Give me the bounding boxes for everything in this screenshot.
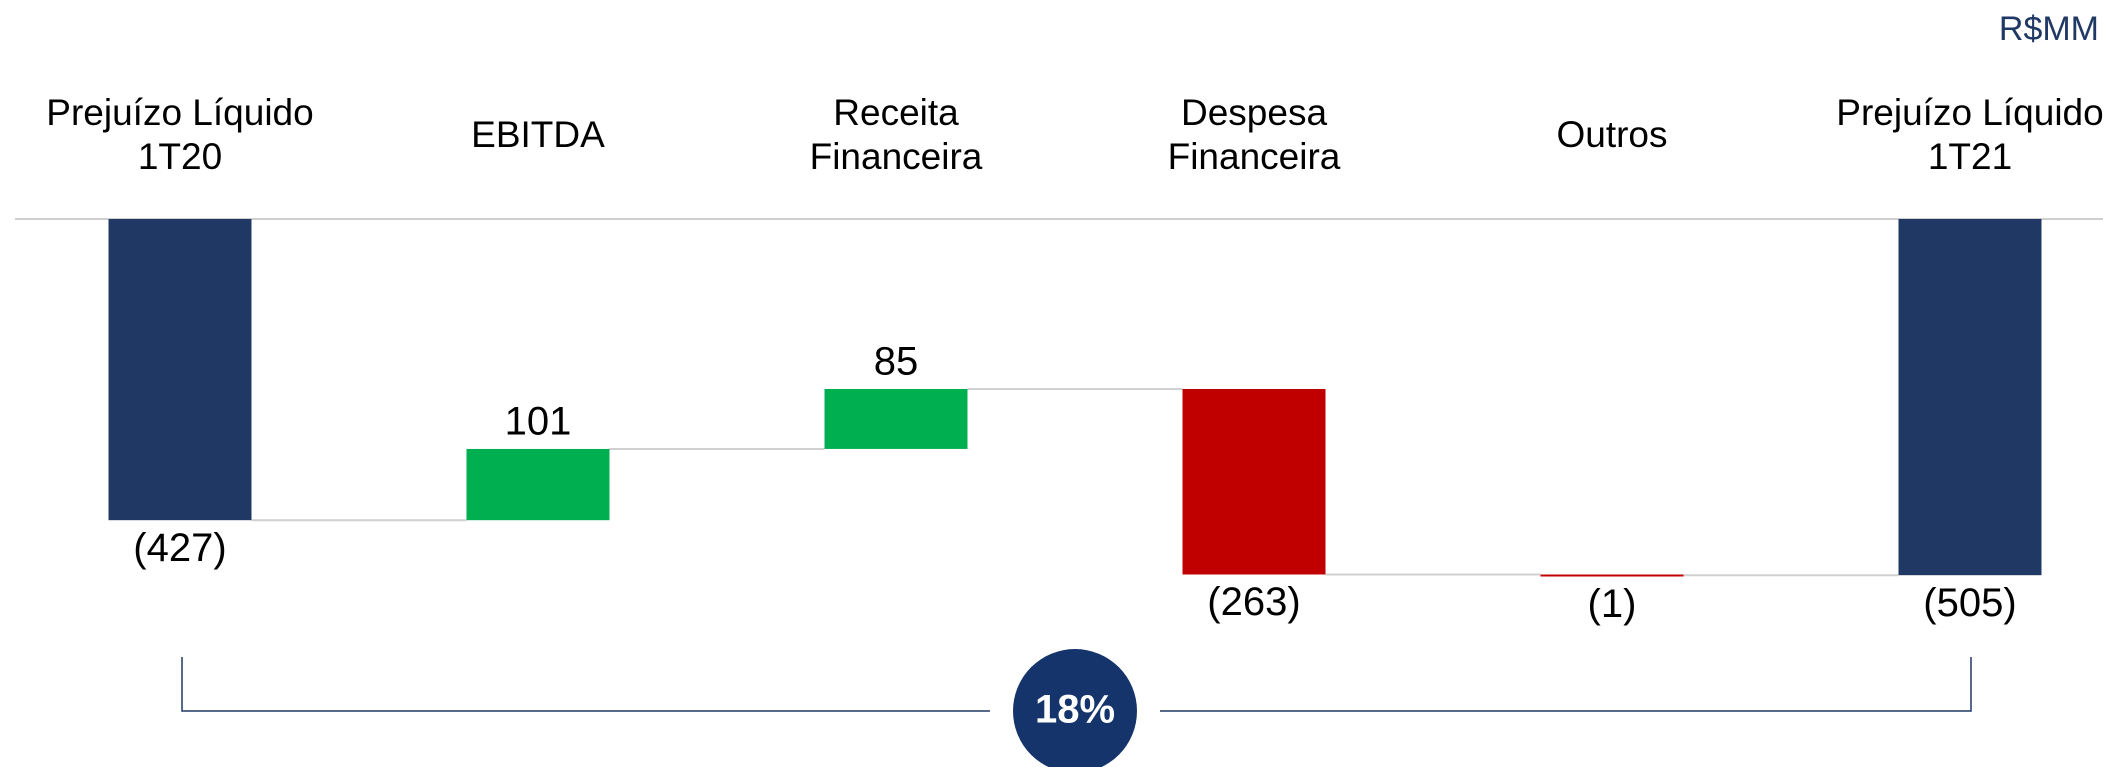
category-label: Receita Financeira bbox=[809, 92, 983, 177]
value-label: (427) bbox=[133, 526, 226, 570]
bracket-left bbox=[181, 657, 990, 712]
annotation: 18% bbox=[1035, 688, 1115, 732]
value-label: 85 bbox=[874, 340, 919, 384]
bracket bbox=[181, 657, 1972, 712]
value-label: 101 bbox=[505, 400, 572, 444]
value-label: (263) bbox=[1207, 580, 1300, 624]
bar bbox=[1898, 219, 2042, 576]
annotation-badge bbox=[1013, 649, 1137, 767]
category-label: Prejuízo Líquido 1T21 bbox=[1836, 92, 2103, 177]
category-label: EBITDA bbox=[471, 114, 605, 155]
bar bbox=[1182, 388, 1326, 575]
unit-label: R$MM bbox=[1998, 10, 2099, 48]
category-label: Prejuízo Líquido 1T20 bbox=[46, 92, 314, 177]
bar bbox=[824, 388, 968, 449]
bracket-right bbox=[1160, 657, 1972, 712]
category-label: Despesa Financeira bbox=[1167, 92, 1341, 177]
bar bbox=[108, 219, 252, 521]
value-label: (505) bbox=[1923, 581, 2016, 625]
bar bbox=[1540, 574, 1684, 577]
category-label: Outros bbox=[1556, 114, 1668, 155]
value-label: (1) bbox=[1588, 582, 1637, 626]
bar bbox=[466, 448, 610, 521]
